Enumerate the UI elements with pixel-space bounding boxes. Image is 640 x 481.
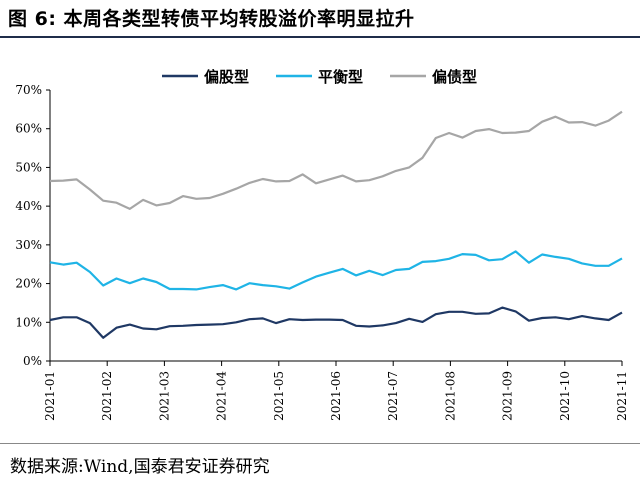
x-tick-label: 2021-02: [100, 371, 114, 421]
series-line: [49, 250, 623, 291]
y-tick-label: 50%: [15, 160, 42, 174]
y-tick-label: 30%: [15, 238, 42, 252]
y-tick-label: 70%: [15, 83, 42, 97]
legend: 偏股型 平衡型 偏债型: [162, 68, 477, 86]
title-rule: [0, 36, 640, 38]
x-tick-label: 2021-10: [558, 371, 572, 421]
x-tick-label: 2021-04: [215, 371, 229, 421]
series-lines: [49, 110, 623, 339]
y-tick-label: 60%: [15, 122, 42, 136]
figure-title: 图 6: 本周各类型转债平均转股溢价率明显拉升: [8, 8, 415, 30]
bottom-rule: [0, 443, 640, 444]
y-axis: 0% 10% 20% 30% 40% 50% 60% 70%: [15, 83, 51, 368]
x-axis: 2021-01 2021-02 2021-03 2021-04 2021-05 2021-…: [43, 360, 629, 421]
legend-label: 偏债型: [432, 68, 477, 86]
x-tick-label: 2021-07: [386, 371, 400, 421]
y-tick-label: 10%: [15, 315, 42, 329]
legend-label: 偏股型: [204, 68, 249, 86]
x-tick-label: 2021-03: [157, 371, 171, 421]
x-tick-label: 2021-01: [43, 371, 57, 421]
legend-label: 平衡型: [318, 68, 363, 86]
x-tick-label: 2021-05: [272, 371, 286, 421]
x-tick-label: 2021-06: [329, 371, 343, 421]
y-tick-label: 20%: [15, 277, 42, 291]
y-tick-label: 0%: [23, 354, 42, 368]
x-tick-label: 2021-11: [615, 371, 629, 421]
series-line: [49, 306, 623, 339]
x-tick-label: 2021-09: [501, 371, 515, 421]
x-tick-label: 2021-08: [443, 371, 457, 421]
source-note: 数据来源:Wind,国泰君安证券研究: [10, 457, 270, 477]
series-line: [49, 110, 623, 210]
y-tick-label: 40%: [15, 199, 42, 213]
line-chart: 偏股型 平衡型 偏债型 0% 10% 20% 30% 40% 50% 60% 70% 2021-0…: [15, 68, 629, 421]
